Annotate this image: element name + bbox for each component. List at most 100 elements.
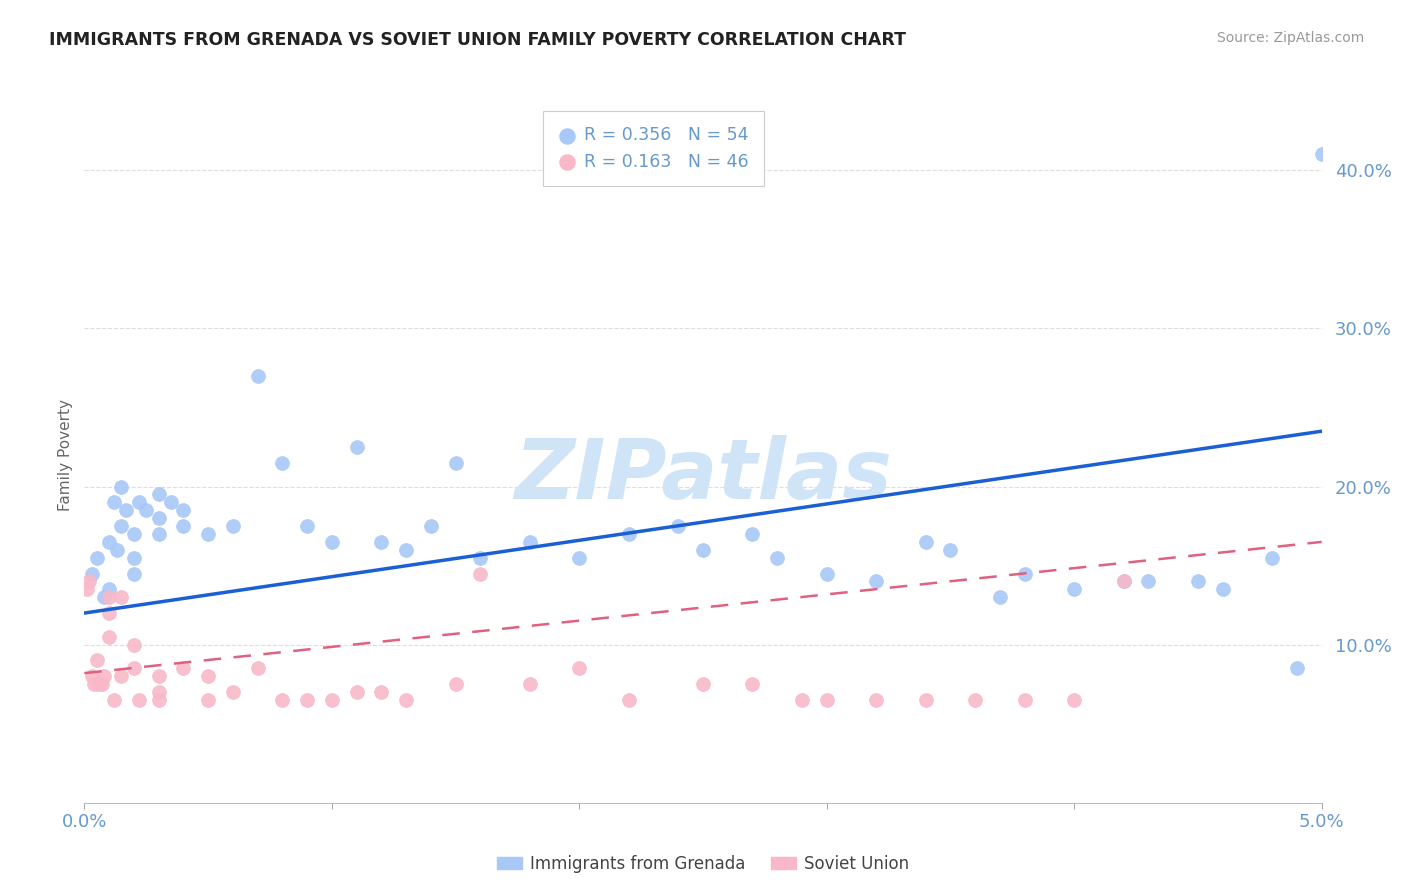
Point — [110, 479, 132, 493]
Point — [519, 677, 541, 691]
Point — [122, 550, 145, 565]
Point — [790, 693, 813, 707]
Y-axis label: Family Poverty: Family Poverty — [58, 399, 73, 511]
Point — [1014, 693, 1036, 707]
Point — [617, 527, 640, 541]
Point — [222, 519, 245, 533]
Point — [80, 566, 103, 581]
Point — [76, 582, 98, 597]
Point — [295, 693, 318, 707]
Point — [470, 566, 492, 581]
Point — [865, 693, 887, 707]
Point — [692, 542, 714, 557]
Point — [939, 542, 962, 557]
Point — [110, 591, 132, 605]
Point — [128, 495, 150, 509]
Point — [568, 550, 591, 565]
Point — [395, 542, 418, 557]
Point — [128, 693, 150, 707]
Point — [246, 368, 269, 383]
Point — [93, 669, 115, 683]
Point — [815, 566, 838, 581]
Point — [1187, 574, 1209, 589]
Point — [105, 542, 128, 557]
Point — [519, 534, 541, 549]
Point — [98, 591, 121, 605]
Point — [1310, 147, 1333, 161]
Point — [110, 519, 132, 533]
Point — [86, 653, 108, 667]
Point — [865, 574, 887, 589]
Point — [1261, 550, 1284, 565]
Point — [122, 661, 145, 675]
Point — [122, 527, 145, 541]
Point — [271, 693, 294, 707]
Point — [741, 677, 763, 691]
Point — [246, 661, 269, 675]
Text: Source: ZipAtlas.com: Source: ZipAtlas.com — [1216, 31, 1364, 45]
Point — [1285, 661, 1308, 675]
Point — [98, 534, 121, 549]
Point — [148, 511, 170, 525]
Point — [93, 591, 115, 605]
Point — [122, 638, 145, 652]
Point — [914, 693, 936, 707]
Legend: R = 0.356   N = 54, R = 0.163   N = 46: R = 0.356 N = 54, R = 0.163 N = 46 — [548, 116, 759, 181]
Point — [98, 630, 121, 644]
Point — [148, 693, 170, 707]
Point — [965, 693, 987, 707]
Point — [1063, 582, 1085, 597]
Point — [346, 440, 368, 454]
Point — [617, 693, 640, 707]
Point — [444, 456, 467, 470]
Point — [172, 661, 194, 675]
Point — [148, 487, 170, 501]
Point — [666, 519, 689, 533]
Point — [321, 534, 343, 549]
Point — [89, 677, 111, 691]
Point — [122, 566, 145, 581]
Point — [766, 550, 789, 565]
Point — [321, 693, 343, 707]
Point — [160, 495, 183, 509]
Point — [692, 677, 714, 691]
Point — [271, 456, 294, 470]
Point — [80, 669, 103, 683]
Point — [222, 685, 245, 699]
Point — [568, 661, 591, 675]
Point — [988, 591, 1011, 605]
Point — [115, 503, 138, 517]
Text: ZIPatlas: ZIPatlas — [515, 435, 891, 516]
Point — [148, 527, 170, 541]
Point — [83, 677, 105, 691]
Point — [103, 495, 125, 509]
Point — [197, 527, 219, 541]
Point — [815, 693, 838, 707]
Point — [172, 503, 194, 517]
Point — [419, 519, 441, 533]
Point — [148, 669, 170, 683]
Point — [86, 550, 108, 565]
Point — [90, 677, 112, 691]
Point — [1112, 574, 1135, 589]
Legend: Immigrants from Grenada, Soviet Union: Immigrants from Grenada, Soviet Union — [491, 848, 915, 880]
Point — [1063, 693, 1085, 707]
Point — [470, 550, 492, 565]
Point — [370, 534, 392, 549]
Point — [197, 693, 219, 707]
Point — [741, 527, 763, 541]
Point — [395, 693, 418, 707]
Point — [1137, 574, 1160, 589]
Point — [98, 606, 121, 620]
Point — [110, 669, 132, 683]
Point — [135, 503, 157, 517]
Point — [172, 519, 194, 533]
Point — [1212, 582, 1234, 597]
Point — [370, 685, 392, 699]
Point — [148, 685, 170, 699]
Point — [197, 669, 219, 683]
Point — [1112, 574, 1135, 589]
Point — [295, 519, 318, 533]
Text: IMMIGRANTS FROM GRENADA VS SOVIET UNION FAMILY POVERTY CORRELATION CHART: IMMIGRANTS FROM GRENADA VS SOVIET UNION … — [49, 31, 907, 49]
Point — [103, 693, 125, 707]
